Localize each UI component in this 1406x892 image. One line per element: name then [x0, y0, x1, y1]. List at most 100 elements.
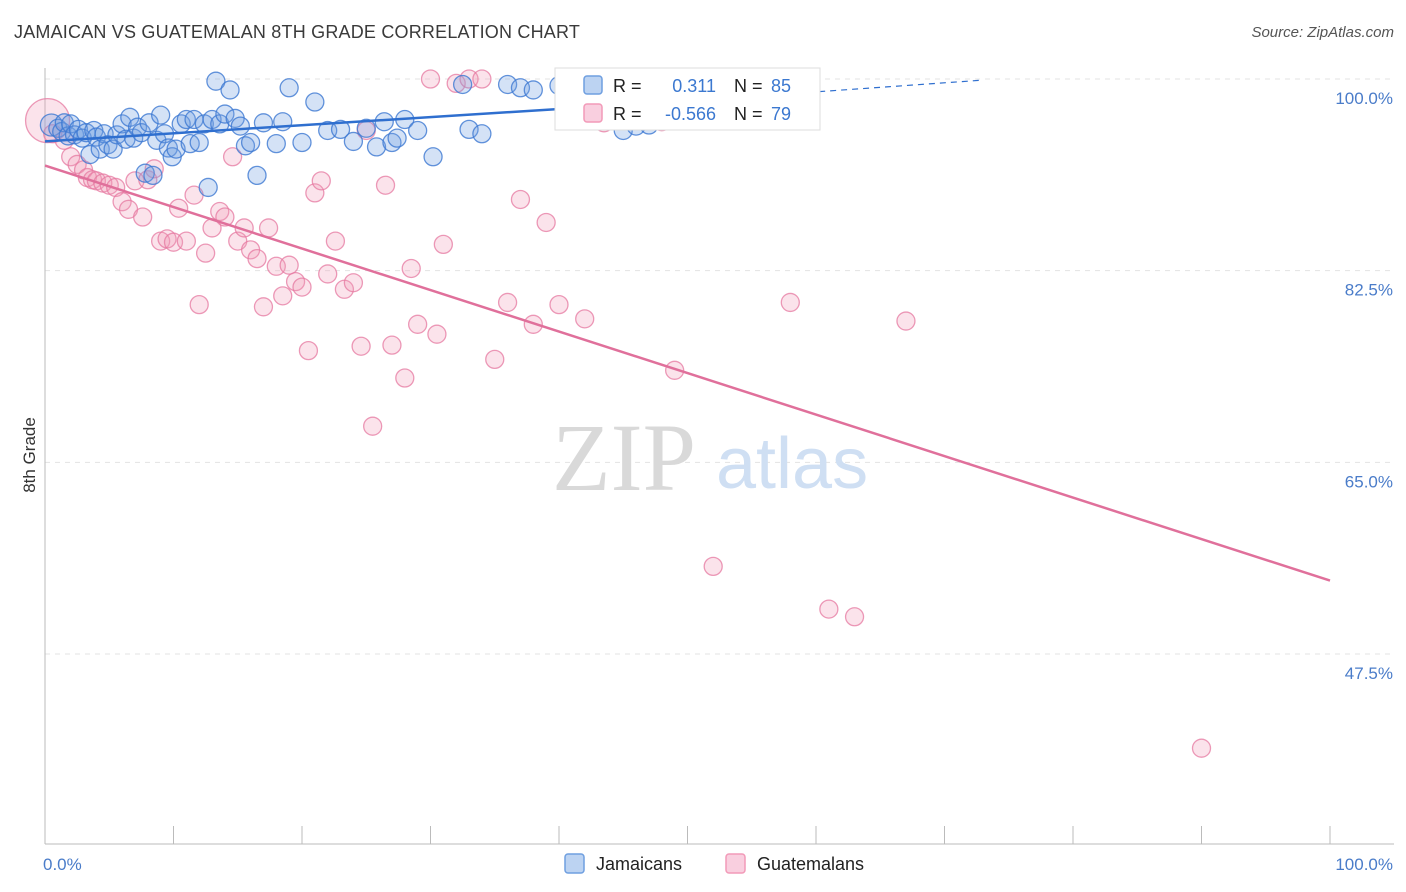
guatemalans-point [24, 97, 71, 144]
guatemalans-point [896, 311, 916, 331]
jamaicans-point [220, 80, 240, 100]
gridlines [45, 78, 1394, 655]
y-tick-label-1: 65.0% [1345, 472, 1393, 491]
guatemalans-point [176, 231, 197, 251]
jamaicans-point [423, 147, 443, 167]
watermark-zip: ZIP [552, 404, 696, 511]
guatemalans-point [549, 294, 569, 315]
jamaicans-point [131, 123, 152, 143]
guatemalans-point [351, 336, 371, 356]
legend-swatch-guatemalans [725, 853, 746, 874]
jamaicans-point [356, 118, 376, 138]
y-axis-label: 8th Grade [20, 417, 39, 493]
guatemalans-point [536, 212, 556, 233]
guatemalans-point [819, 599, 839, 619]
guatemalans-point [375, 175, 396, 195]
legend-label-guatemalans: Guatemalans [757, 854, 864, 874]
stats-r-value-guatemalans: -0.566 [665, 104, 716, 124]
jamaicans-point [215, 104, 235, 124]
guatemalans-point [427, 324, 447, 344]
stats-legend: R = 0.311 N = 85 R = -0.566 N = 79 [554, 67, 821, 131]
y-tick-label-3: 100.0% [1335, 89, 1393, 108]
jamaicans-point [135, 163, 155, 183]
series-legend: Jamaicans Guatemalans [564, 853, 864, 874]
jamaicans-point [166, 139, 186, 159]
jamaicans-point [112, 114, 132, 134]
guatemalans-point [133, 207, 153, 227]
guatemalans-point [253, 297, 274, 317]
jamaicans-point [247, 165, 267, 186]
jamaicans-point [198, 177, 218, 198]
guatemalans-point [292, 277, 312, 297]
guatemalans-point [61, 147, 81, 167]
guatemalans-point [382, 335, 402, 355]
guatemalans-point [189, 294, 209, 315]
jamaicans-point [139, 113, 159, 133]
chart-source: Source: ZipAtlas.com [1251, 24, 1394, 41]
guatemalans-point [298, 340, 319, 361]
guatemalans-point [472, 69, 492, 89]
guatemalans-point [279, 255, 299, 275]
stats-swatch-pink [583, 103, 603, 123]
jamaicans-point [523, 80, 543, 100]
stats-swatch-blue [583, 75, 603, 95]
stats-r-label-jamaicans: R = [613, 76, 642, 96]
guatemalans-point [305, 183, 325, 203]
guatemalans-point [510, 189, 531, 210]
guatemalans-trend-line [44, 164, 1331, 582]
stats-r-label-guatemalans: R = [613, 104, 642, 124]
stats-n-label-jamaicans: N = [734, 76, 763, 96]
y-tick-label-0: 47.5% [1345, 664, 1393, 683]
x-tick-label-1: 100.0% [1335, 855, 1393, 874]
axes [44, 68, 1394, 845]
jamaicans-point [176, 109, 197, 130]
guatemalans-point [325, 231, 346, 251]
legend-label-jamaicans: Jamaicans [596, 854, 682, 874]
guatemalans-point [780, 292, 800, 313]
jamaicans-point [407, 120, 428, 141]
jamaicans-point [150, 105, 171, 125]
jamaicans-point [330, 119, 351, 140]
guatemalans-point [703, 556, 723, 577]
watermark-atlas: atlas [716, 424, 868, 504]
jamaicans-point [189, 132, 209, 153]
guatemalans-point [433, 234, 454, 255]
guatemalans-point [844, 607, 865, 627]
jamaicans-point [206, 71, 226, 91]
stats-r-value-jamaicans: 0.311 [672, 76, 716, 96]
guatemalans-point [1191, 738, 1212, 758]
y-tick-labels: 47.5% 65.0% 82.5% 100.0% [1335, 89, 1393, 683]
y-tick-label-2: 82.5% [1345, 281, 1393, 300]
jamaicans-point [120, 107, 140, 127]
guatemalans-point [485, 349, 505, 370]
jamaicans-point [387, 128, 407, 148]
stats-n-value-guatemalans: 79 [771, 104, 791, 124]
guatemalans-point [258, 218, 279, 238]
guatemalans-point [247, 248, 267, 269]
jamaicans-point [143, 165, 163, 186]
guatemalans-point [420, 69, 441, 89]
guatemalans-point [363, 416, 383, 436]
guatemalans-point [210, 201, 230, 222]
guatemalans-point [195, 243, 216, 263]
guatemalans-point [318, 264, 338, 284]
jamaicans-point [343, 131, 364, 152]
jamaicans-point [472, 124, 492, 144]
jamaicans-point [235, 136, 256, 156]
guatemalans-point [497, 292, 518, 313]
guatemalans-point [407, 314, 428, 334]
guatemalans-point [222, 147, 243, 167]
guatemalans-point [311, 171, 331, 191]
legend-swatch-jamaicans [564, 853, 585, 874]
jamaicans-point [230, 116, 250, 136]
jamaicans-point [366, 137, 387, 157]
jamaicans-point [240, 132, 261, 153]
jamaicans-point [452, 74, 473, 95]
guatemalans-point [343, 273, 364, 293]
guatemalans-point [575, 309, 595, 329]
jamaicans-point [103, 139, 123, 159]
guatemalans-point [144, 159, 164, 179]
jamaicans-point [80, 144, 100, 165]
jamaicans-point [279, 78, 299, 98]
